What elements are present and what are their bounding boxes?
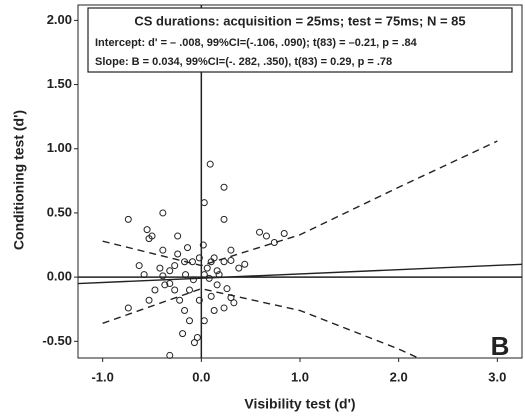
point: [156, 264, 164, 272]
point: [159, 246, 167, 254]
panel-label: B: [491, 331, 510, 361]
point: [256, 228, 264, 236]
point: [215, 271, 223, 279]
x-tick-label: 2.0: [390, 369, 408, 384]
point: [227, 256, 235, 264]
y-tick-label: -0.50: [42, 333, 72, 348]
annotation: CS durations: acquisition = 25ms; test =…: [134, 13, 465, 28]
point: [206, 160, 214, 168]
point: [235, 264, 243, 272]
point: [241, 260, 249, 268]
point: [159, 209, 167, 217]
x-axis-title: Visibility test (d'): [244, 396, 355, 412]
point: [200, 199, 208, 207]
point: [220, 258, 228, 266]
point: [207, 258, 215, 266]
y-tick-label: 1.00: [47, 140, 72, 155]
point: [262, 232, 270, 240]
point: [220, 215, 228, 223]
point: [190, 339, 198, 347]
point: [161, 281, 169, 289]
annotation: Slope: B = 0.034, 99%CI=(-. 282, .350), …: [95, 56, 392, 68]
y-tick-label: 1.50: [47, 76, 72, 91]
point: [179, 330, 187, 338]
point: [210, 307, 218, 315]
point: [200, 317, 208, 325]
point: [166, 280, 174, 288]
point: [171, 286, 179, 294]
point: [159, 272, 167, 280]
annotation: Intercept: d' = – .008, 99%CI=(-.106, .0…: [95, 37, 418, 49]
fit-line: [78, 263, 522, 285]
point: [135, 262, 143, 270]
point: [185, 286, 193, 294]
point: [230, 299, 238, 307]
point: [166, 267, 174, 275]
point: [166, 351, 174, 359]
point: [193, 333, 201, 341]
point: [227, 294, 235, 302]
point: [176, 296, 184, 304]
point: [213, 281, 221, 289]
point: [188, 258, 196, 266]
x-tick-label: 0.0: [192, 369, 210, 384]
point: [181, 307, 189, 315]
y-tick-label: 0.50: [47, 204, 72, 219]
point: [184, 244, 192, 252]
point: [171, 262, 179, 270]
point: [124, 304, 132, 312]
point: [203, 264, 211, 272]
fit-line: [102, 140, 498, 267]
point: [182, 271, 190, 279]
point: [199, 241, 207, 249]
point: [145, 296, 153, 304]
point: [185, 317, 193, 325]
point: [220, 183, 228, 191]
point: [124, 215, 132, 223]
point: [189, 276, 197, 284]
point: [148, 232, 156, 240]
point: [205, 274, 213, 282]
point: [213, 267, 221, 275]
point: [227, 246, 235, 254]
y-tick-label: 2.00: [47, 12, 72, 27]
point: [270, 238, 278, 246]
x-tick-label: 3.0: [488, 369, 506, 384]
point: [143, 226, 151, 234]
point: [200, 271, 208, 279]
x-tick-label: 1.0: [291, 369, 309, 384]
x-tick-label: -1.0: [91, 369, 113, 384]
point: [220, 304, 228, 312]
point: [151, 286, 159, 294]
point: [174, 250, 182, 258]
y-tick-label: 0.00: [47, 269, 72, 284]
point: [207, 292, 215, 300]
point: [195, 296, 203, 304]
y-axis-title: Conditioning test (d'): [11, 110, 27, 250]
annotation-box: [87, 7, 513, 73]
point: [223, 285, 231, 293]
point: [280, 229, 288, 237]
point: [174, 232, 182, 240]
fit-line: [102, 287, 419, 358]
point: [181, 258, 189, 266]
point: [195, 254, 203, 262]
point: [140, 271, 148, 279]
